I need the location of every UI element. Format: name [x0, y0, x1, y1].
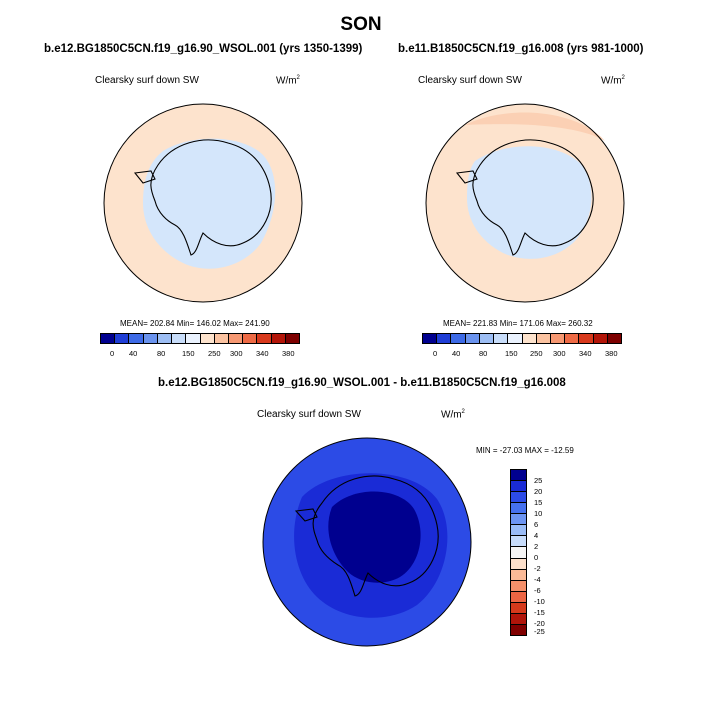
- colorbar-swatch: [536, 334, 551, 343]
- colorbar-swatch: [257, 334, 272, 343]
- colorbar-swatch: [593, 334, 608, 343]
- colorbar-swatch: [143, 334, 158, 343]
- panel2-polar-map: [425, 103, 625, 303]
- colorbar-swatch: [579, 334, 594, 343]
- difference-polar-map: [262, 437, 472, 647]
- difference-tick: -6: [534, 586, 541, 595]
- colorbar-swatch: [228, 334, 244, 343]
- panel1-coastline: [133, 139, 272, 256]
- colorbar-swatch: [511, 492, 526, 504]
- colorbar-swatch: [214, 334, 229, 343]
- panel2-case-title: b.e11.B1850C5CN.f19_g16.008 (yrs 981-100…: [398, 43, 644, 55]
- colorbar-swatch: [465, 334, 480, 343]
- panel1-colorbar: [100, 333, 300, 344]
- colorbar-swatch: [607, 334, 622, 343]
- colorbar-swatch: [115, 334, 130, 343]
- colorbar-swatch: [101, 334, 116, 343]
- colorbar-swatch: [511, 580, 526, 592]
- panel1-tick: 0: [110, 349, 115, 358]
- difference-tick: 20: [534, 487, 543, 496]
- panel1-tick: 80: [157, 349, 166, 358]
- panel2-coastline: [455, 139, 594, 256]
- colorbar-swatch: [129, 334, 144, 343]
- panel1-tick: 250: [208, 349, 221, 358]
- colorbar-swatch: [511, 613, 526, 625]
- colorbar-swatch: [550, 334, 566, 343]
- colorbar-swatch: [285, 334, 300, 343]
- colorbar-swatch: [157, 334, 173, 343]
- colorbar-swatch: [451, 334, 466, 343]
- colorbar-swatch: [511, 503, 526, 515]
- difference-tick: 25: [534, 476, 543, 485]
- difference-tick: 0: [534, 553, 539, 562]
- difference-tick: -15: [534, 608, 545, 617]
- colorbar-swatch: [172, 334, 187, 343]
- panel1-tick: 340: [256, 349, 269, 358]
- colorbar-swatch: [511, 481, 526, 493]
- panel2-tick: 380: [605, 349, 618, 358]
- difference-tick: 2: [534, 542, 539, 551]
- colorbar-swatch: [437, 334, 452, 343]
- panel1-inner-field: [143, 138, 276, 269]
- panel2-inner-field: [467, 146, 592, 259]
- colorbar-swatch: [511, 558, 526, 570]
- panel1-polar-map: [103, 103, 303, 303]
- difference-tick: -25: [534, 627, 545, 636]
- difference-tick: 4: [534, 531, 539, 540]
- colorbar-swatch: [511, 569, 526, 581]
- colorbar-swatch: [423, 334, 438, 343]
- panel2-tick: 40: [452, 349, 461, 358]
- panel2-colorbar: [422, 333, 622, 344]
- panel1-case-title: b.e12.BG1850C5CN.f19_g16.90_WSOL.001 (yr…: [44, 43, 363, 55]
- colorbar-swatch: [508, 334, 523, 343]
- difference-tick: -4: [534, 575, 541, 584]
- panel2-tick: 340: [579, 349, 592, 358]
- colorbar-swatch: [522, 334, 537, 343]
- panel2-units: W/m2: [601, 75, 625, 87]
- panel2-stats: MEAN= 221.83 Min= 171.06 Max= 260.32: [443, 319, 593, 328]
- panel2-tick: 250: [530, 349, 543, 358]
- difference-tick: 10: [534, 509, 543, 518]
- page-title: SON: [340, 14, 382, 35]
- difference-inner-field: [328, 491, 421, 583]
- difference-colorbar: [510, 469, 527, 636]
- colorbar-swatch: [511, 591, 526, 603]
- colorbar-swatch: [511, 536, 526, 548]
- difference-tick: 15: [534, 498, 543, 507]
- difference-tick: 6: [534, 520, 539, 529]
- colorbar-swatch: [186, 334, 201, 343]
- panel2-variable-label: Clearsky surf down SW: [418, 75, 522, 86]
- colorbar-swatch: [511, 624, 526, 635]
- colorbar-swatch: [565, 334, 580, 343]
- panel1-stats: MEAN= 202.84 Min= 146.02 Max= 241.90: [120, 319, 270, 328]
- panel1-tick: 300: [230, 349, 243, 358]
- colorbar-swatch: [511, 470, 526, 482]
- panel2-tick: 150: [505, 349, 518, 358]
- panel2-tick: 80: [479, 349, 488, 358]
- panel2-tick: 0: [433, 349, 438, 358]
- colorbar-swatch: [511, 525, 526, 537]
- difference-coastline: [294, 475, 439, 597]
- colorbar-swatch: [494, 334, 509, 343]
- difference-title: b.e12.BG1850C5CN.f19_g16.90_WSOL.001 - b…: [158, 377, 566, 389]
- colorbar-swatch: [511, 547, 526, 559]
- difference-tick: -10: [534, 597, 545, 606]
- difference-tick: -20: [534, 619, 545, 628]
- difference-units: W/m2: [441, 409, 465, 421]
- colorbar-swatch: [479, 334, 495, 343]
- panel2-tick: 300: [553, 349, 566, 358]
- colorbar-swatch: [271, 334, 286, 343]
- colorbar-swatch: [511, 514, 526, 526]
- panel1-tick: 40: [129, 349, 138, 358]
- difference-stats: MIN = -27.03 MAX = -12.59: [476, 446, 574, 455]
- panel1-tick: 380: [282, 349, 295, 358]
- colorbar-swatch: [243, 334, 258, 343]
- colorbar-swatch: [200, 334, 215, 343]
- panel1-tick: 150: [182, 349, 195, 358]
- panel1-variable-label: Clearsky surf down SW: [95, 75, 199, 86]
- panel1-units: W/m2: [276, 75, 300, 87]
- colorbar-swatch: [511, 602, 526, 614]
- difference-tick: -2: [534, 564, 541, 573]
- difference-variable-label: Clearsky surf down SW: [257, 409, 361, 420]
